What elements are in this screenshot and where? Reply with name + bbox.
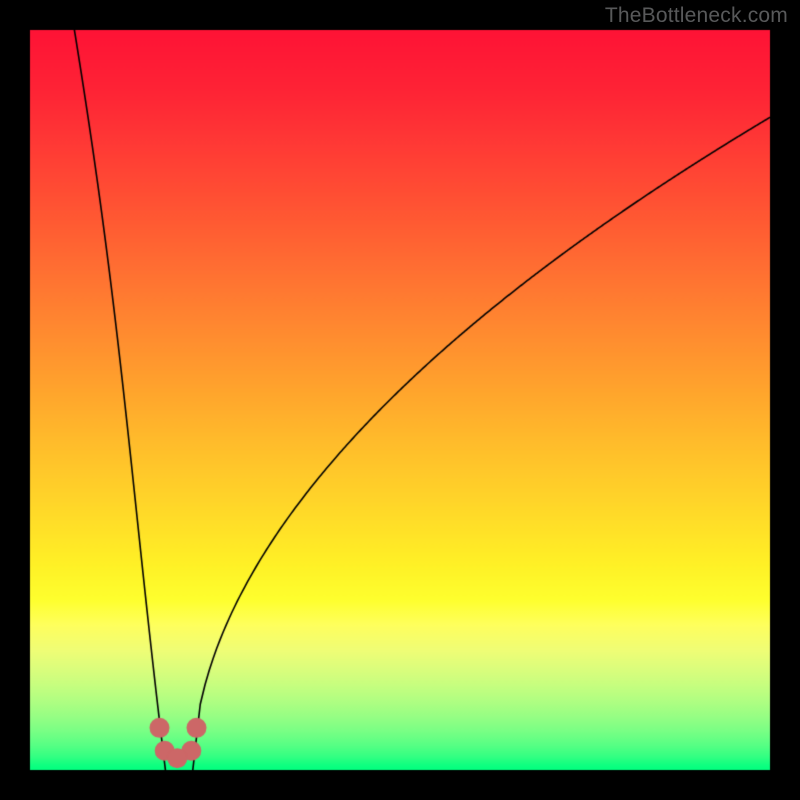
chart-root: TheBottleneck.com	[0, 0, 800, 800]
bottleneck-chart-canvas	[0, 0, 800, 800]
watermark-label: TheBottleneck.com	[605, 4, 788, 28]
